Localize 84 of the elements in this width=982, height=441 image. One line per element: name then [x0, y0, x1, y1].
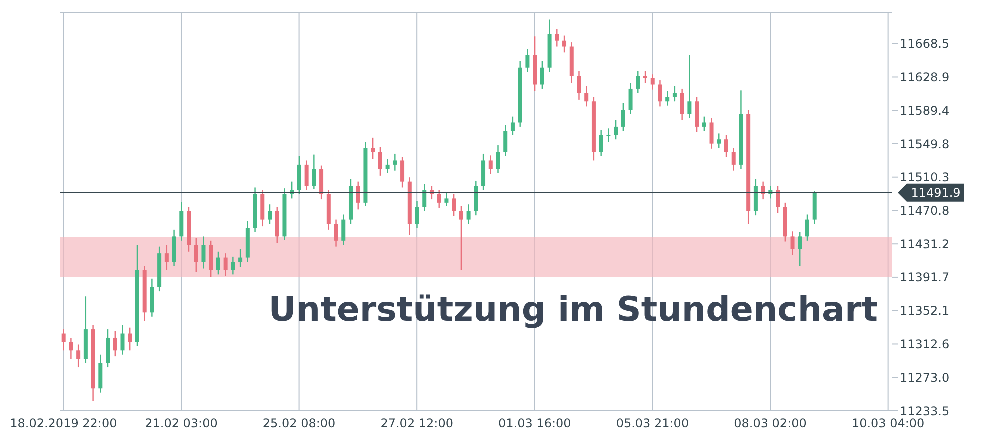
- candlestick: [422, 184, 427, 212]
- candlestick: [400, 156, 405, 188]
- candlestick: [790, 231, 795, 256]
- candlestick: [488, 155, 493, 175]
- ref-line-label: 11491.9: [911, 186, 961, 200]
- candlestick: [452, 194, 456, 218]
- y-tick-label: 11233.5: [900, 404, 950, 418]
- candlestick: [356, 181, 360, 210]
- candlestick: [606, 128, 611, 143]
- candlestick: [342, 214, 346, 246]
- y-tick-label: 11510.3: [900, 170, 950, 185]
- candlestick: [268, 204, 272, 225]
- candlestick: [312, 154, 316, 190]
- candlestick: [562, 35, 567, 54]
- x-tick-label: 21.02 03:00: [145, 416, 218, 431]
- candlestick: [798, 232, 802, 267]
- candlestick: [69, 337, 74, 360]
- candlestick: [304, 160, 309, 191]
- candlestick: [724, 134, 728, 158]
- candlestick: [666, 90, 670, 106]
- candlestick: [128, 327, 132, 352]
- candlestick: [62, 328, 66, 352]
- candlestick: [466, 204, 471, 225]
- candlestick: [113, 330, 118, 358]
- x-tick-label: 10.03 04:00: [852, 416, 925, 431]
- x-tick-label: 05.03 21:00: [616, 416, 690, 431]
- candlestick: [378, 146, 382, 177]
- candlestick: [717, 133, 722, 149]
- candlestick: [504, 124, 508, 158]
- candlestick: [231, 256, 236, 276]
- candlestick: [710, 118, 714, 150]
- y-tick-label: 11431.2: [900, 237, 950, 252]
- candlestick: [224, 252, 228, 277]
- candlestick: [702, 116, 706, 132]
- y-tick-label: 11628.9: [900, 70, 950, 84]
- candlestick: [776, 185, 780, 214]
- candlestick: [194, 238, 198, 273]
- candlestick: [621, 102, 626, 132]
- candlestick: [202, 236, 206, 270]
- candlestick: [599, 130, 604, 158]
- y-tick-label: 11589.4: [900, 104, 950, 118]
- candlestick: [120, 324, 125, 356]
- y-tick-label: 11312.6: [900, 337, 950, 352]
- y-tick-label: 11391.7: [900, 270, 950, 285]
- x-tick-label: 25.02 08:00: [262, 416, 336, 431]
- y-tick-label: 11549.8: [900, 137, 950, 152]
- candlestick: [540, 60, 544, 90]
- candlestick: [628, 82, 633, 115]
- candlestick: [437, 190, 442, 209]
- candlestick: [216, 251, 220, 276]
- y-tick-label: 11352.1: [900, 304, 950, 318]
- x-tick-label: 27.02 12:00: [380, 416, 454, 431]
- candlestick: [334, 219, 338, 248]
- candlestick: [510, 116, 515, 136]
- candlestick: [658, 80, 662, 108]
- candlestick: [805, 214, 810, 242]
- candlestick: [386, 158, 390, 174]
- candlestick: [164, 244, 169, 272]
- y-tick-label: 11273.0: [900, 370, 950, 385]
- candlestick: [555, 28, 560, 48]
- candlestick: [577, 70, 582, 101]
- candlestick: [371, 137, 376, 160]
- candlestick: [636, 70, 640, 94]
- candlestick: [526, 48, 530, 73]
- candlestick: [238, 248, 243, 268]
- x-tick-label: 01.03 16:00: [498, 416, 572, 431]
- x-tick-label: 08.03 02:00: [734, 416, 807, 431]
- candlestick: [415, 200, 420, 229]
- candlestick: [614, 120, 618, 140]
- candlestick: [459, 206, 464, 272]
- candlestick: [584, 86, 589, 108]
- candlestick: [688, 54, 692, 120]
- candlestick: [672, 86, 677, 102]
- candlestick: [680, 88, 684, 121]
- candlestick: [732, 147, 736, 172]
- y-tick-label: 11668.5: [900, 37, 950, 52]
- candlestick: [650, 74, 655, 90]
- y-tick-label: 11470.8: [900, 204, 950, 218]
- candlestick: [444, 192, 449, 207]
- annotation: Unterstützung im Stundenchart: [268, 290, 878, 330]
- x-tick-label: 18.02.2019 22:00: [10, 416, 118, 431]
- candlestick: [76, 344, 81, 368]
- candlestick: [496, 144, 500, 174]
- candlestick: [393, 153, 398, 172]
